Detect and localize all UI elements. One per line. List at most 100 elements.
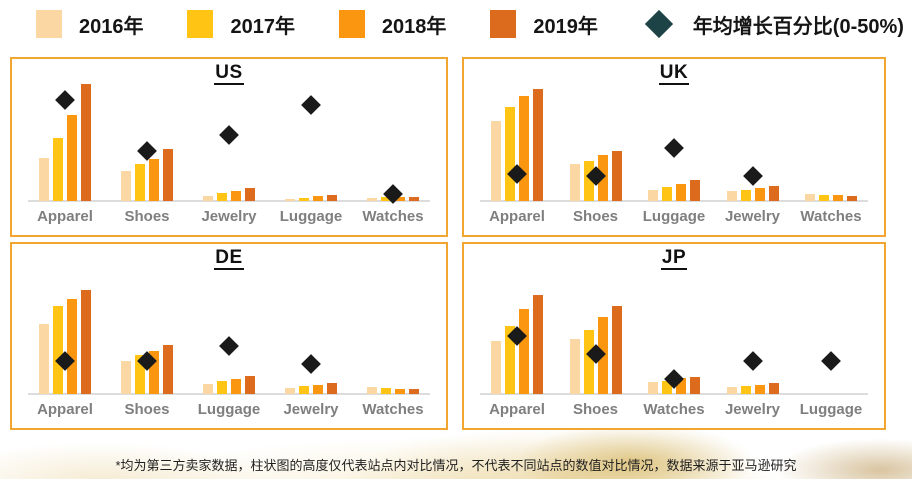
bar-2016年 [805,194,815,201]
bar-2019年 [409,197,419,201]
bar-2016年 [569,339,580,394]
bar-2017年 [819,195,829,201]
category-group-jewelry [724,276,782,394]
bar-2019年 [327,383,337,394]
growth-diamond-icon [137,140,157,161]
category-label: Apparel [37,401,93,418]
bar-2017年 [53,306,63,394]
category-group-luggage [200,276,258,394]
footnote: *均为第三方卖家数据，柱状图的高度仅代表站点内对比情况，不代表不同站点的数值对比… [115,458,797,473]
panel-title: DE [12,247,446,270]
bar-2017年 [135,164,145,201]
bar-2018年 [519,96,529,201]
category-label: Apparel [489,208,545,225]
category-group-watches [364,83,422,204]
bar-2017年 [217,193,227,201]
panel-de: DE Apparel Shoes Luggage Jewelry Watches [10,242,448,430]
legend-year-label: 2018年 [381,15,447,38]
bar-2019年 [768,186,779,201]
legend-swatch-icon [187,10,214,38]
bar-2019年 [245,188,255,201]
legend-year-label: 2017年 [230,15,295,38]
plot-area [14,276,444,395]
panel-title-text: UK [658,62,690,85]
bar-2018年 [149,159,159,201]
bar-2019年 [409,389,419,394]
panel-uk: UK Apparel Shoes Luggage Jewelry Watches [462,57,886,237]
category-group-watches [364,276,422,394]
growth-diamond-icon [644,9,673,39]
category-label: Apparel [489,401,545,418]
category-label: Watches [643,401,705,418]
category-group-apparel [36,83,94,201]
legend-swatch-icon [338,10,365,38]
bar-2017年 [381,388,391,394]
plot-area [466,276,882,395]
bar-2019年 [163,149,173,201]
bar-2019年 [327,195,337,201]
category-label: Luggage [197,401,261,418]
category-label: Shoes [572,208,618,225]
bar-2016年 [569,164,580,201]
category-group-jewelry [200,83,258,201]
bar-2016年 [726,387,737,394]
bar-2019年 [81,84,91,201]
bar-2018年 [231,191,241,201]
x-axis-line [28,200,430,202]
category-label: Luggage [799,401,863,418]
legend-growth-label: 年均增长百分比(0-50%) [692,15,904,38]
bar-2017年 [299,198,309,201]
legend-item-year-2: 2017年 [187,10,295,39]
category-group-luggage [802,276,860,394]
plot-area [466,83,882,202]
legend: 2016年 2017年 2018年 2019年 年均增长百分比(0-50%) [36,5,904,43]
bar-2017年 [135,355,145,394]
bar-2017年 [662,187,672,201]
legend-item-year-1: 2016年 [36,10,144,39]
bar-2019年 [611,306,622,394]
bar-2017年 [505,326,515,394]
category-group-jewelry [724,83,782,201]
bar-2016年 [121,171,131,201]
bar-2018年 [313,196,323,201]
bar-2016年 [285,388,295,394]
category-label: Watches [800,208,862,225]
category-label: Jewelry [724,208,781,225]
legend-year-label: 2016年 [79,15,144,38]
growth-diamond-icon [301,95,321,115]
category-labels: Apparel Shoes Luggage Jewelry Watches [466,208,882,232]
bar-2018年 [395,197,405,201]
panel-title: UK [464,62,884,85]
growth-diamond-icon [742,166,763,186]
bar-2017年 [299,386,309,394]
bar-2019年 [245,376,255,394]
bar-2019年 [768,383,779,394]
category-label: Shoes [572,401,618,418]
bar-2016年 [39,324,49,394]
bar-2016年 [648,190,658,201]
category-label: Shoes [124,401,170,418]
bar-2017年 [662,381,672,394]
bar-2018年 [67,115,77,201]
bar-2016年 [39,158,49,201]
growth-diamond-icon [219,336,239,357]
category-label: Jewelry [201,208,257,225]
panel-jp: JP Apparel Shoes Watches Jewelry Luggage [462,242,886,430]
growth-diamond-icon [821,351,841,372]
growth-diamond-icon [742,351,763,372]
bar-2018年 [67,299,77,394]
bar-2018年 [313,385,323,394]
bar-2018年 [754,385,765,394]
bar-2017年 [381,197,391,201]
panel-us: US Apparel Shoes Jewelry Luggage Watches [10,57,448,237]
category-label: Jewelry [283,401,339,418]
bar-2016年 [121,361,131,394]
growth-diamond-icon [219,125,239,146]
category-group-watches [802,83,860,201]
legend-item-year-4: 2019年 [490,10,598,39]
bar-2017年 [583,161,594,201]
bar-2019年 [611,151,622,201]
bar-2016年 [491,121,501,201]
bar-2016年 [203,196,213,201]
category-label: Shoes [124,208,170,225]
